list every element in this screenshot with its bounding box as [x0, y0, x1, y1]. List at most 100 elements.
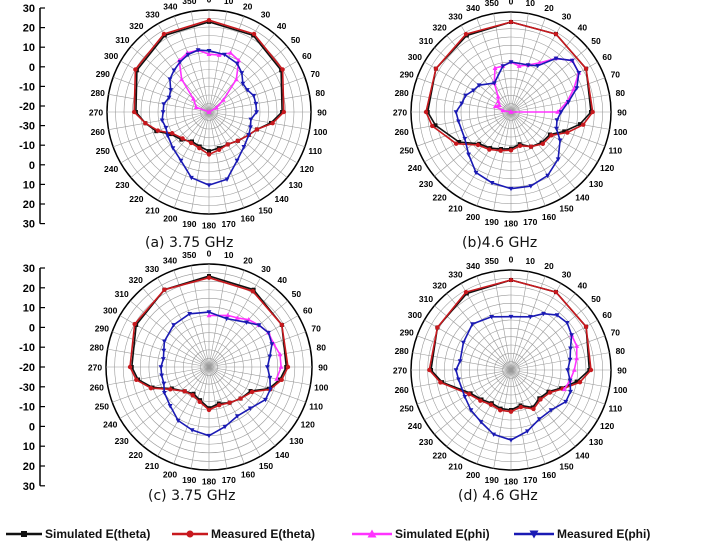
data-point: [160, 357, 166, 362]
grid-spoke: [190, 111, 210, 213]
grid-spoke: [510, 369, 562, 457]
angle-tick-label: 110: [608, 403, 622, 413]
grid-spoke: [424, 61, 512, 113]
scale-tick-label: -10: [19, 140, 35, 152]
legend-swatch-measured-e-phi: [514, 530, 554, 539]
data-point: [554, 126, 559, 132]
angle-tick-label: 30: [261, 264, 271, 274]
data-point: [500, 64, 506, 69]
angle-tick-label: 100: [613, 385, 627, 395]
scale-tick-label: 0: [29, 322, 35, 334]
data-point: [471, 88, 476, 93]
scale-tick-label: -30: [19, 121, 35, 133]
angle-tick-label: 240: [103, 420, 117, 430]
data-point: [285, 364, 291, 370]
angle-tick-label: 0: [509, 255, 514, 265]
angle-tick-label: 90: [617, 108, 627, 118]
data-point: [453, 141, 459, 146]
angle-tick-label: 300: [408, 52, 422, 62]
data-point: [435, 325, 440, 330]
angle-tick-label: 270: [88, 363, 102, 373]
data-point: [159, 118, 165, 123]
angle-tick-label: 270: [393, 366, 407, 376]
grid-spoke: [208, 111, 228, 213]
caption-d: (d) 4.6 GHz: [458, 488, 538, 504]
data-point: [161, 339, 167, 344]
angle-tick-label: 70: [310, 69, 320, 79]
data-point: [457, 140, 462, 144]
data-point: [179, 76, 185, 82]
grid-spoke: [510, 369, 610, 388]
angle-tick-label: 160: [542, 212, 556, 222]
grid-spoke: [208, 287, 276, 368]
grid-spoke: [510, 352, 610, 371]
angle-tick-label: 330: [145, 264, 159, 274]
data-point: [536, 417, 542, 422]
grid-spoke: [493, 271, 512, 371]
grid-spoke: [510, 35, 576, 113]
angle-tick-label: 280: [90, 343, 104, 353]
data-point: [492, 103, 498, 109]
data-point: [244, 88, 250, 93]
data-point: [197, 145, 202, 151]
data-point: [576, 71, 582, 76]
angle-tick-label: 130: [288, 180, 302, 190]
data-point: [568, 389, 573, 395]
angle-tick-label: 40: [578, 280, 588, 290]
data-point: [166, 95, 172, 101]
grid-spoke: [510, 94, 610, 113]
angle-tick-label: 230: [419, 437, 433, 447]
angle-tick-label: 150: [259, 461, 273, 471]
data-point: [569, 333, 575, 338]
angle-tick-label: 20: [243, 1, 253, 11]
data-point: [224, 177, 230, 182]
grid-spoke: [476, 17, 512, 113]
data-point: [251, 31, 257, 37]
grid-spoke: [208, 366, 306, 403]
data-point: [531, 406, 536, 412]
data-point: [555, 109, 561, 114]
data-point: [495, 98, 501, 104]
grid-spoke: [510, 275, 546, 371]
data-point: [197, 399, 202, 405]
angle-tick-label: 130: [589, 437, 603, 447]
angle-tick-label: 20: [544, 3, 554, 13]
data-point: [277, 351, 283, 357]
data-point: [132, 109, 137, 115]
data-point: [498, 148, 503, 153]
grid-spoke: [208, 331, 306, 368]
angle-tick-label: 180: [504, 219, 518, 229]
grid-spoke: [476, 275, 512, 371]
data-point: [233, 76, 239, 82]
angle-tick-label: 190: [485, 475, 499, 485]
data-point: [185, 52, 191, 58]
grid-spoke: [510, 335, 606, 371]
angle-tick-label: 230: [115, 436, 129, 446]
series-measured-e-theta: [132, 18, 286, 157]
angle-tick-label: 110: [608, 145, 622, 155]
data-point: [158, 365, 164, 370]
grid-spoke: [510, 369, 529, 469]
data-point: [206, 310, 212, 315]
data-point: [133, 67, 138, 72]
data-point: [574, 355, 580, 361]
data-point: [492, 65, 498, 70]
series-line: [160, 311, 273, 437]
data-point: [554, 118, 560, 123]
data-point: [206, 49, 212, 54]
angle-tick-label: 170: [523, 475, 537, 485]
data-point: [167, 404, 173, 409]
data-point: [508, 438, 514, 443]
data-point: [508, 409, 514, 414]
angle-tick-label: 120: [300, 164, 314, 174]
data-point: [518, 404, 524, 410]
data-point: [132, 321, 137, 327]
angle-tick-label: 180: [202, 221, 216, 231]
data-point: [548, 408, 554, 413]
grid-spoke: [208, 111, 261, 201]
data-point: [161, 31, 167, 37]
data-point: [251, 93, 257, 99]
data-point: [508, 60, 514, 65]
angle-tick-label: 260: [395, 385, 409, 395]
angle-tick-label: 330: [145, 10, 159, 20]
